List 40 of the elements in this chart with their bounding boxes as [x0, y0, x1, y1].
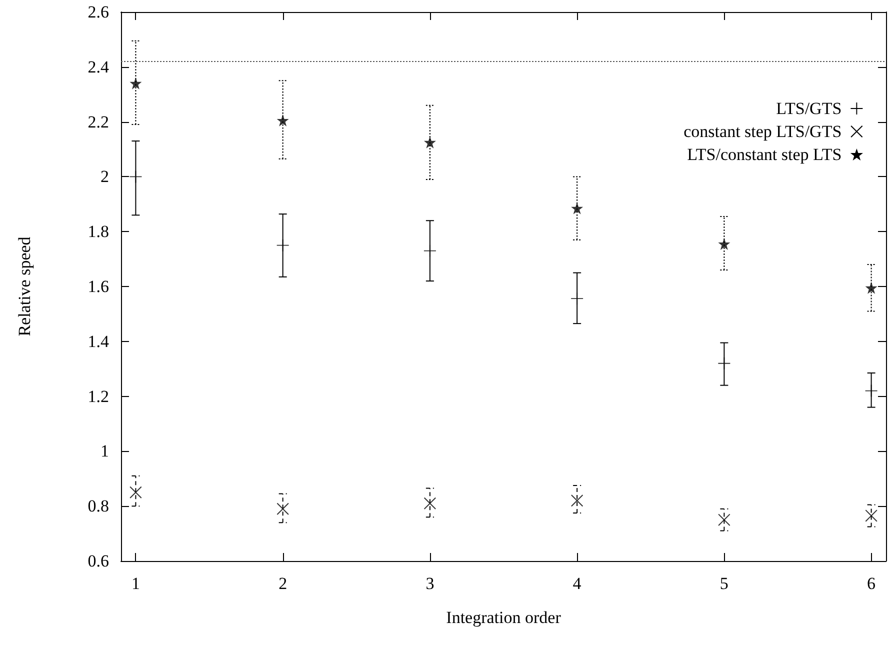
point — [424, 244, 436, 257]
y-tick-label: 1.4 — [88, 332, 110, 351]
point — [276, 114, 289, 126]
y-tick-label: 2 — [100, 167, 109, 186]
y-tick-label: 1.6 — [88, 277, 109, 296]
point — [865, 384, 878, 397]
legend-label: constant step LTS/GTS — [684, 122, 842, 141]
y-tick-label: 1 — [100, 442, 109, 461]
y-tick-label: 0.6 — [88, 552, 109, 570]
point — [424, 497, 436, 510]
point — [718, 238, 730, 250]
point — [130, 486, 142, 498]
y-axis-title: Relative speed — [15, 236, 34, 336]
point — [865, 510, 878, 522]
y-tick-label: 0.8 — [88, 496, 109, 516]
point — [718, 357, 730, 370]
point — [130, 170, 142, 183]
point — [276, 239, 289, 252]
x-tick-label: 5 — [720, 574, 728, 593]
x-tick-label: 4 — [572, 574, 582, 593]
point — [571, 202, 584, 214]
y-tick-label: 2.4 — [88, 57, 110, 76]
point — [276, 502, 289, 515]
point — [571, 292, 584, 305]
point — [130, 77, 142, 90]
y-tick-label: 2.2 — [88, 112, 109, 132]
point — [865, 282, 878, 294]
legend-label: LTS/GTS — [776, 99, 842, 118]
x-tick-label: 3 — [426, 574, 434, 593]
y-tick-label: 2.6 — [88, 2, 109, 22]
point — [424, 136, 436, 148]
y-tick-label: 1.8 — [88, 222, 109, 242]
point — [571, 494, 584, 507]
legend-label: LTS/constant step LTS — [687, 145, 842, 164]
x-tick-label: 6 — [867, 574, 876, 593]
point — [718, 514, 730, 526]
x-tick-label: 2 — [278, 574, 288, 593]
x-axis-title: Integration order — [446, 608, 562, 627]
y-tick-label: 1.2 — [88, 386, 109, 406]
x-tick-label: 1 — [131, 574, 140, 593]
